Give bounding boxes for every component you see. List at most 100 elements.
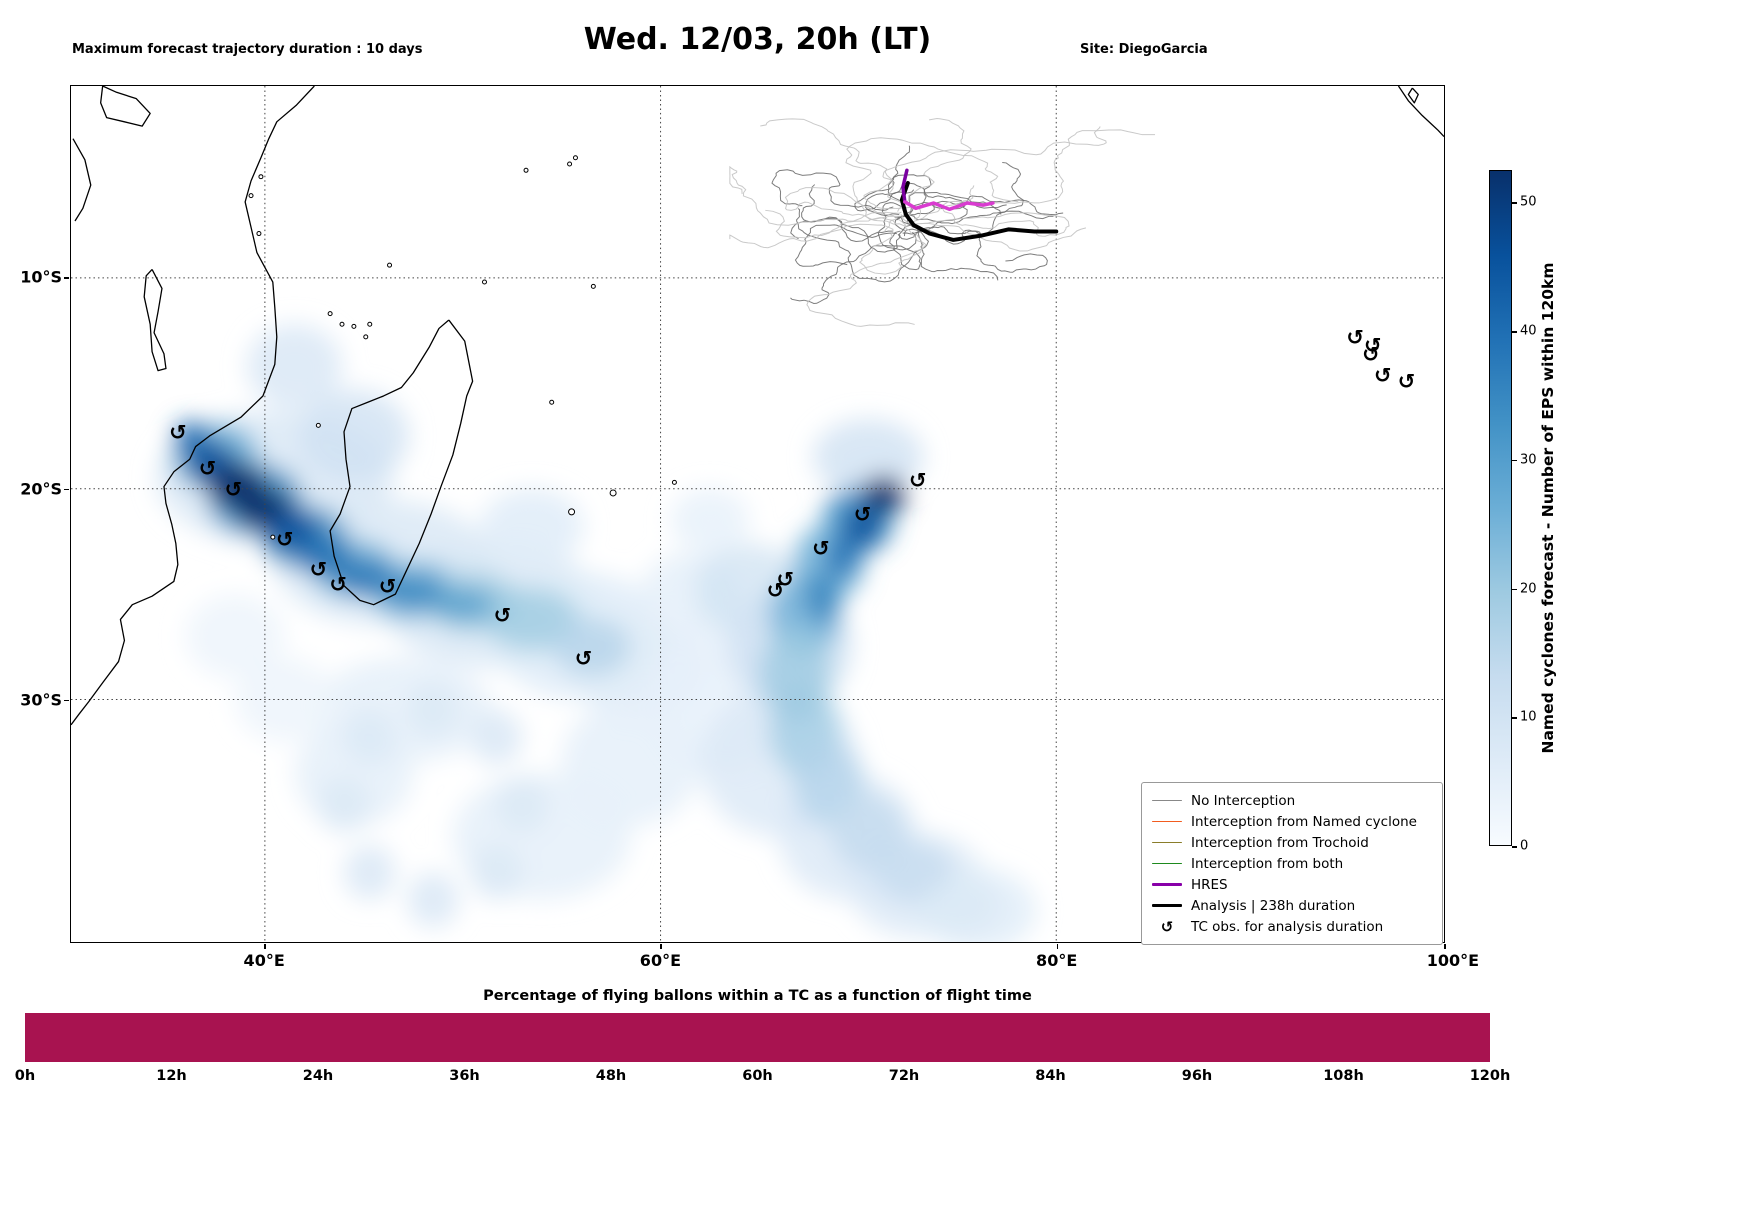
- colorbar: [1489, 170, 1512, 846]
- eps-trajectory-no-interception: [897, 118, 972, 212]
- tc-observation-marker: ↺: [169, 420, 187, 445]
- island: [482, 279, 487, 285]
- legend-swatch: [1152, 841, 1182, 844]
- flight-time-tick-label: 108h: [1323, 1068, 1364, 1084]
- island: [590, 283, 596, 289]
- tc-observation-marker: ↺: [811, 536, 830, 561]
- tc-observation-marker: ↺: [329, 572, 347, 597]
- tc-observation-marker: ↺: [766, 578, 785, 603]
- tc-observation-marker: ↺: [1346, 325, 1364, 350]
- island: [351, 323, 357, 329]
- island: [549, 399, 555, 405]
- colorbar-label: Named cyclones forecast - Number of EPS …: [1539, 262, 1557, 754]
- island: [609, 489, 617, 497]
- x-axis-tick: [264, 944, 266, 949]
- legend-line-sample: [1152, 862, 1182, 865]
- flight-time-tick-label: 60h: [742, 1068, 773, 1084]
- legend-item-2: Interception from Trochoid: [1152, 832, 1432, 853]
- coastline: [1397, 86, 1444, 138]
- eps-trajectory-no-interception: [796, 208, 930, 283]
- tc-observation-legend-icon: ↺: [1160, 917, 1174, 936]
- island: [270, 534, 276, 540]
- legend-label: Interception from both: [1191, 855, 1344, 872]
- coastline: [100, 86, 151, 127]
- hres-track: [903, 200, 995, 212]
- island: [367, 321, 373, 327]
- colorbar-tick-label: 40: [1520, 323, 1537, 339]
- eps-trajectory-no-interception: [920, 185, 1070, 237]
- island: [572, 155, 578, 161]
- legend-swatch: [1152, 820, 1182, 823]
- map-canvas: [71, 86, 1444, 942]
- flight-time-bar-fill: [25, 1013, 1490, 1062]
- colorbar-tick: [1512, 331, 1517, 333]
- legend-swatch: [1152, 862, 1182, 865]
- legend-swatch: [1152, 799, 1182, 802]
- legend-item-5: Analysis | 238h duration: [1152, 895, 1432, 916]
- eps-trajectory-no-interception: [765, 209, 896, 239]
- island: [258, 174, 264, 180]
- island: [327, 311, 333, 317]
- eps-trajectory-no-interception: [784, 187, 907, 233]
- density-heatmap: [156, 324, 1037, 942]
- island: [567, 161, 573, 167]
- y-axis-tick-label: 10°S: [20, 267, 62, 287]
- legend-label: No Interception: [1191, 792, 1296, 809]
- flight-time-tick-label: 84h: [1035, 1068, 1066, 1084]
- eps-trajectory-no-interception: [801, 184, 893, 242]
- x-axis-tick: [1444, 944, 1446, 949]
- eps-trajectory-no-interception: [771, 169, 894, 211]
- tc-observation-marker: ↺: [1373, 363, 1392, 388]
- map-legend: No Interception Interception from Named c…: [1141, 782, 1443, 945]
- eps-trajectory-no-interception: [882, 126, 1107, 205]
- island: [671, 479, 677, 485]
- coastline: [71, 86, 315, 726]
- x-axis-tick-label: 80°E: [1036, 951, 1078, 970]
- x-axis-tick-label: 60°E: [639, 951, 682, 970]
- tc-observation-marker: ↺: [1362, 342, 1380, 367]
- colorbar-tick: [1512, 588, 1517, 590]
- eps-trajectory-no-interception: [865, 182, 968, 230]
- flight-time-tick-label: 24h: [302, 1068, 334, 1084]
- site-line: Site: DiegoGarcia: [1080, 42, 1208, 57]
- island: [315, 422, 321, 428]
- tc-observation-marker: ↺: [1397, 369, 1416, 394]
- bottom-chart-title: Percentage of flying ballons within a TC…: [483, 988, 1032, 1004]
- flight-time-tick-label: 96h: [1181, 1068, 1213, 1084]
- eps-trajectory-no-interception: [729, 165, 902, 226]
- y-axis-tick: [64, 277, 69, 279]
- colorbar-tick-label: 50: [1520, 194, 1537, 210]
- coastline: [143, 269, 167, 372]
- tc-observation-marker: ↺: [224, 477, 243, 502]
- tc-observation-marker: ↺: [908, 469, 927, 494]
- tc-observation-marker: ↺: [853, 502, 872, 527]
- island: [248, 193, 254, 199]
- legend-label: Interception from Trochoid: [1191, 834, 1369, 851]
- legend-line-sample: [1152, 841, 1182, 844]
- legend-line-sample: [1152, 799, 1182, 802]
- tc-observation-marker: ↺: [198, 456, 217, 481]
- tc-observation-marker: ↺: [574, 646, 593, 671]
- legend-line-sample: [1152, 882, 1182, 887]
- tc-observation-marker: ↺: [275, 528, 294, 553]
- analysis-track: [899, 180, 1059, 242]
- x-axis-tick: [1056, 944, 1059, 949]
- tc-observation-marker: ↺: [378, 574, 397, 599]
- island: [363, 334, 369, 340]
- legend-label: Interception from Named cyclone: [1191, 813, 1417, 830]
- eps-trajectory-no-interception: [896, 200, 1007, 221]
- legend-label: TC obs. for analysis duration: [1191, 918, 1384, 935]
- flight-time-tick-label: 120h: [1469, 1068, 1511, 1084]
- max-duration-line: Maximum forecast trajectory duration : 1…: [72, 42, 423, 57]
- colorbar-tick-label: 30: [1520, 452, 1537, 468]
- coastline: [1407, 87, 1419, 104]
- flight-time-tick-label: 48h: [595, 1068, 627, 1084]
- y-axis-tick: [64, 699, 69, 702]
- eps-trajectory-no-interception: [902, 226, 1048, 273]
- y-axis-tick-label: 20°S: [20, 479, 62, 499]
- legend-item-0: No Interception: [1152, 790, 1432, 811]
- hres-track-start: [901, 168, 909, 204]
- legend-item-4: HRES: [1152, 874, 1432, 895]
- coastline: [329, 319, 474, 606]
- colorbar-tick: [1512, 202, 1517, 204]
